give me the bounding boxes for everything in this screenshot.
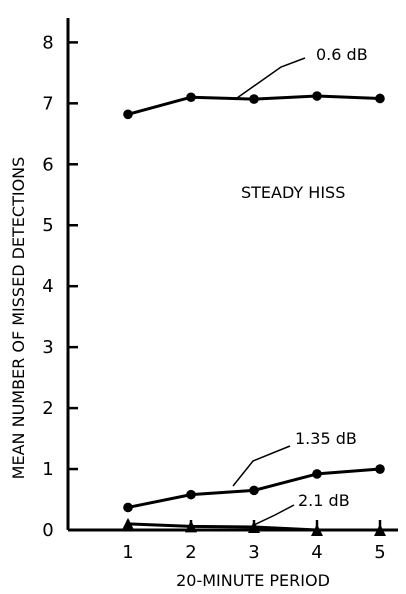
circle-point-marker [249,94,259,104]
x-axis-title: 20-MINUTE PERIOD [176,571,330,590]
y-tick-label: 8 [42,32,53,53]
triangle-point-marker [122,517,134,530]
y-tick-label: 5 [42,215,53,236]
x-tick-label: 5 [374,542,385,563]
y-tick-label: 3 [42,337,53,358]
circle-point-marker [123,502,133,513]
axes [66,18,398,532]
circle-point-marker [123,109,133,120]
series-label-leader-line [232,445,291,487]
series-label: 2.1 dB [298,491,350,510]
series-label: 1.35 dB [295,429,357,448]
series-label-leader-line [253,504,295,526]
circle-point-marker [312,91,322,101]
y-tick-label: 0 [42,520,53,541]
y-axis-title: MEAN NUMBER OF MISSED DETECTIONS [9,157,28,480]
circle-point-marker [375,93,385,104]
y-tick-label: 7 [42,93,53,114]
triangle-point-marker [185,520,197,533]
triangle-point-marker [374,524,386,536]
y-tick-label: 2 [42,398,53,419]
y-tick-label: 4 [42,276,53,297]
steady-hiss-annotation: STEADY HISS [241,183,345,202]
labels-layer: 0 1 2 3 4 5 6 7 8 1 2 3 4 5 0.6 dB 1.35 dB 2.1 dB [42,32,385,563]
circle-point-marker [375,464,385,474]
circle-point-marker [249,485,259,496]
series-label: 0.6 dB [316,45,368,64]
y-tick-label: 1 [42,459,53,480]
x-tick-label: 2 [185,542,196,563]
series-label-leader-line [236,57,306,99]
circle-point-marker [186,92,196,103]
x-tick-label: 4 [311,542,322,563]
x-tick-label: 1 [122,542,133,563]
y-tick-label: 6 [42,154,53,175]
series-layer [122,91,386,536]
circle-point-marker [186,489,196,500]
triangle-point-marker [311,524,323,536]
x-tick-label: 3 [248,542,259,563]
triangle-point-marker [248,520,260,533]
circle-point-marker [312,469,322,479]
